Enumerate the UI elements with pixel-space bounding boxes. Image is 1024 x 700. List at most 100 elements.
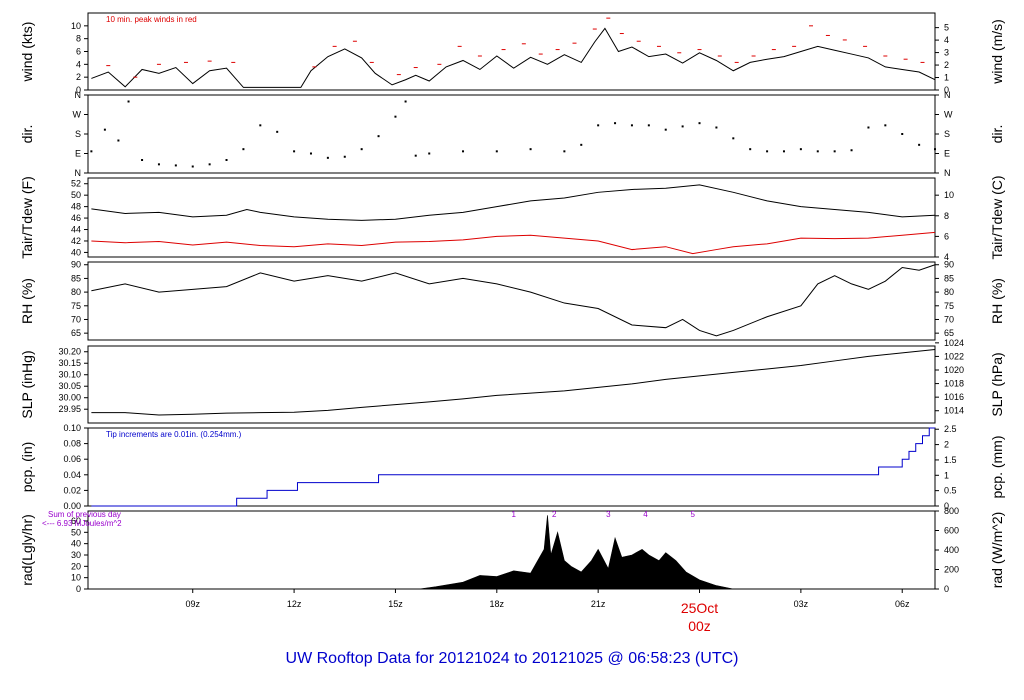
panel5-right-tick-label: 1022 xyxy=(944,351,964,361)
panel2-series-direction-point xyxy=(614,122,617,125)
x-axis-midnight-time: 00z xyxy=(688,618,711,634)
panel5-frame xyxy=(87,345,936,424)
panel2-series-direction-point xyxy=(394,115,397,118)
panel2-series-direction-point xyxy=(495,150,498,153)
panel7-right-tick-label: 400 xyxy=(944,545,959,555)
panel2-series-direction-point xyxy=(901,133,904,135)
panel3-series-tdew-line xyxy=(91,231,936,255)
panel2-left-tick-label: N xyxy=(75,90,82,100)
panel3-left-tick-label: 48 xyxy=(71,202,81,212)
panel2-right-tick-label: N xyxy=(944,168,951,178)
panel4-right-tick-label: 70 xyxy=(944,314,954,324)
panel2-series-direction-point xyxy=(103,128,106,131)
panel1-left-tick-label: 8 xyxy=(76,34,81,44)
panel2-series-direction-point xyxy=(259,124,262,127)
panel6-right-tick-label: 0.5 xyxy=(944,486,957,496)
panel2-series-direction-point xyxy=(117,139,120,142)
panel1-right-tick-label: 0 xyxy=(944,85,949,95)
panel4-frame xyxy=(87,261,936,341)
panel2-series-direction-point xyxy=(934,148,936,151)
panel2-series-direction-point xyxy=(276,130,279,133)
panel2-frame xyxy=(87,94,936,174)
panel2-series-direction-point xyxy=(918,143,921,146)
panel1-right-tick-label: 1 xyxy=(944,73,949,83)
panel6-ylabel: pcp. (in) xyxy=(19,442,35,493)
panel3-left-tick-label: 52 xyxy=(71,179,81,189)
panel6-ylabel-right: pcp. (mm) xyxy=(989,436,1005,499)
panel7-annotation-line: Sum of previous day xyxy=(48,510,121,519)
panel7-series-radiation-area xyxy=(419,515,734,590)
x-axis-tick-label: 03z xyxy=(794,599,809,609)
panel4-left-tick-label: 90 xyxy=(71,260,81,270)
panel2-series-direction-point xyxy=(428,152,431,155)
panel6-right-tick-label: 2.5 xyxy=(944,424,957,434)
panel2-series-direction-point xyxy=(208,163,211,166)
panel2-series-direction-point xyxy=(404,100,407,103)
panel4-left-tick-label: 80 xyxy=(71,287,81,297)
panel5-left-tick-label: 30.15 xyxy=(58,358,81,368)
panel7-left-tick-label: 0 xyxy=(76,584,81,594)
panel3-left-tick-label: 44 xyxy=(71,225,81,235)
panel3-left-tick-label: 46 xyxy=(71,213,81,223)
panel5-series-slp-line xyxy=(91,348,936,416)
panel2-series-direction-point xyxy=(816,150,819,153)
panel2-series-direction-point xyxy=(462,150,465,153)
x-axis-tick-label: 12z xyxy=(287,599,302,609)
panel5-ylabel: SLP (inHg) xyxy=(19,350,35,418)
panel2-series-direction-point xyxy=(580,143,583,146)
panel7-ylabel: rad(Lgly/hr) xyxy=(19,514,35,586)
panel2-series-direction-point xyxy=(664,128,667,131)
panel3-left-tick-label: 42 xyxy=(71,236,81,246)
panel1-right-tick-label: 4 xyxy=(944,35,949,45)
panel2-series-direction-point xyxy=(732,137,735,140)
panel5-right-tick-label: 1018 xyxy=(944,379,964,389)
panel2-left-tick-label: N xyxy=(75,168,82,178)
panel4-series-rh-line xyxy=(91,264,936,337)
panel3-right-tick-label: 4 xyxy=(944,252,949,262)
panel1-annotation: 10 min. peak winds in red xyxy=(106,15,197,24)
panel2-ylabel-right: dir. xyxy=(989,125,1005,144)
panel3-right-tick-label: 8 xyxy=(944,211,949,221)
panel2-series-direction-point xyxy=(833,150,836,153)
panel2-series-direction-point xyxy=(782,150,785,153)
panel3-left-tick-label: 50 xyxy=(71,190,81,200)
panel2-left-tick-label: E xyxy=(75,149,81,159)
panel2-series-direction-point xyxy=(414,154,417,157)
panel1-frame xyxy=(87,12,936,91)
panel7-hour-marker: 5 xyxy=(691,510,696,519)
panel4-ylabel: RH (%) xyxy=(19,278,35,324)
panel3-ylabel-right: Tair/Tdew (C) xyxy=(989,175,1005,259)
panel5-left-tick-label: 30.05 xyxy=(58,381,81,391)
panel5-ylabel-right: SLP (hPa) xyxy=(989,352,1005,416)
footer-title: UW Rooftop Data for 20121024 to 20121025… xyxy=(285,650,739,667)
panel3-right-tick-label: 10 xyxy=(944,190,954,200)
panel7-hour-marker: 4 xyxy=(643,510,648,519)
panel2-series-direction-point xyxy=(681,125,684,128)
panel5-right-tick-label: 1020 xyxy=(944,365,964,375)
panel6-left-tick-label: 0.00 xyxy=(63,501,81,511)
panel2-series-direction-point xyxy=(766,150,769,153)
panel6-left-tick-label: 0.08 xyxy=(63,439,81,449)
panel4-ylabel-right: RH (%) xyxy=(989,278,1005,324)
panel1-right-tick-label: 5 xyxy=(944,23,949,33)
panel2-left-tick-label: W xyxy=(73,110,82,120)
panel3-right-tick-label: 6 xyxy=(944,231,949,241)
panel3-frame xyxy=(87,177,936,258)
panel2-series-direction-point xyxy=(293,150,296,153)
panel2-series-direction-point xyxy=(647,124,650,127)
panel2-series-direction-point xyxy=(326,156,329,159)
panel6-left-tick-label: 0.06 xyxy=(63,454,81,464)
panel1-right-tick-label: 3 xyxy=(944,48,949,58)
panel1-left-tick-label: 4 xyxy=(76,59,81,69)
panel5-left-tick-label: 30.00 xyxy=(58,393,81,403)
x-axis-tick-label: 06z xyxy=(895,599,910,609)
panel7-left-tick-label: 60 xyxy=(71,516,81,526)
panel7-left-tick-label: 50 xyxy=(71,527,81,537)
panel7-hour-marker: 3 xyxy=(606,510,611,519)
panel7-right-tick-label: 200 xyxy=(944,565,959,575)
panel1-series-wind-line xyxy=(91,27,936,88)
panel2-series-direction-point xyxy=(141,159,144,161)
panel4-right-tick-label: 75 xyxy=(944,301,954,311)
panel7-left-tick-label: 30 xyxy=(71,550,81,560)
panel4-left-tick-label: 85 xyxy=(71,273,81,283)
